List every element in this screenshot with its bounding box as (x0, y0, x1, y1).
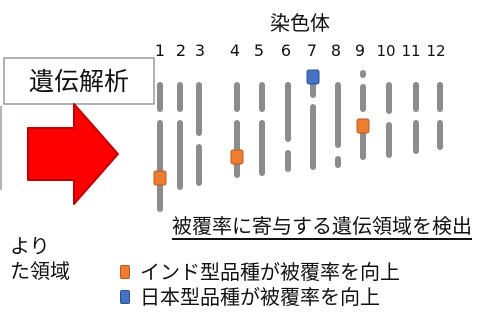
left-text-fragment-2: た領域 (10, 259, 70, 283)
blue-square-icon (120, 290, 130, 304)
chromosome-3-arm-1 (196, 82, 202, 136)
chromosome-8-arm-1 (335, 82, 341, 148)
chromosome-10-arm-1 (386, 82, 392, 114)
chromosome-10-arm-2 (386, 122, 392, 158)
orange-square-icon (120, 265, 130, 279)
analysis-label: 遺伝解析 (29, 67, 129, 96)
chromosome-2-arm-1 (177, 82, 183, 112)
legend-text-indica: インド型品種が被覆率を向上 (140, 260, 400, 284)
chromosome-number-12: 12 (426, 42, 445, 60)
chromosome-6-arm-2 (285, 150, 291, 172)
legend-text-japonica: 日本型品種が被覆率を向上 (140, 285, 380, 309)
chromosome-label: 染色体 (270, 11, 330, 35)
chromosome-number-5: 5 (254, 41, 264, 60)
marker-chromosome-7-japonica (306, 69, 320, 85)
chromosome-number-9: 9 (355, 41, 365, 60)
chromosome-number-4: 4 (230, 41, 240, 60)
chromosome-1-arm-2 (157, 120, 163, 212)
chromosome-9-arm-2 (360, 84, 366, 112)
legend-item-japonica: 日本型品種が被覆率を向上 (120, 285, 380, 309)
chromosome-7-arm-2 (310, 104, 316, 170)
chromosome-number-10: 10 (376, 42, 395, 60)
chromosome-number-3: 3 (195, 41, 205, 60)
chromosome-2-arm-2 (177, 120, 183, 190)
legend-item-indica: インド型品種が被覆率を向上 (120, 260, 400, 284)
chromosome-4-arm-1 (234, 82, 240, 112)
chromosome-11-arm-1 (413, 82, 419, 112)
chromosome-1-arm-1 (157, 82, 163, 112)
chromosome-3-arm-2 (196, 144, 202, 186)
chromosome-5-arm-2 (259, 120, 265, 176)
chromosome-number-6: 6 (281, 41, 291, 60)
chromosome-number-7: 7 (307, 41, 317, 60)
analysis-label-box (3, 57, 155, 105)
chromosome-12-arm-2 (437, 120, 443, 150)
chromosome-4-arm-2 (234, 120, 240, 178)
chromosome-numbers: 1 2 3 4 5 6 7 8 9 10 11 12 (155, 41, 446, 60)
marker-chromosome-9-indica (356, 118, 370, 134)
chromosome-9-arm-1 (360, 70, 366, 78)
chromosome-bars (157, 70, 443, 212)
chromosome-12-arm-1 (437, 82, 443, 112)
chromosome-5-arm-1 (259, 82, 265, 112)
chromosome-number-2: 2 (176, 41, 186, 60)
chromosome-11-arm-2 (413, 120, 419, 154)
marker-chromosome-1-indica (153, 170, 167, 186)
chromosome-number-11: 11 (401, 42, 420, 60)
chromosome-7-arm-1 (310, 82, 316, 98)
chromosome-markers (153, 69, 370, 186)
chromosome-number-1: 1 (155, 41, 165, 60)
result-title: 被覆率に寄与する遺伝領域を検出 (172, 214, 472, 238)
left-text-fragment-1: より (10, 234, 50, 258)
red-arrow-icon (27, 103, 119, 205)
marker-chromosome-4-indica (230, 149, 244, 165)
chromosome-8-arm-2 (335, 156, 341, 168)
chromosome-number-8: 8 (331, 41, 341, 60)
chromosome-6-arm-1 (285, 82, 291, 142)
